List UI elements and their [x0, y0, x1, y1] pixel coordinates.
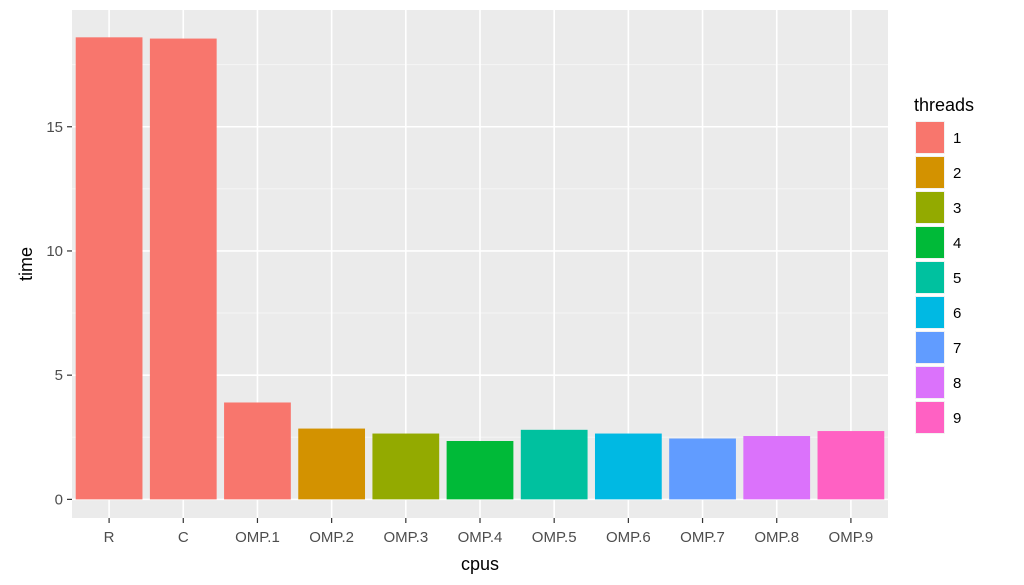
bars: [75, 37, 885, 500]
y-axis-title: time: [16, 247, 36, 281]
legend-label-7: 7: [953, 340, 961, 357]
x-tick-label: R: [104, 529, 115, 546]
bar-omp-3: [372, 433, 440, 500]
x-tick-label: OMP.7: [680, 529, 725, 546]
legend-label-4: 4: [953, 235, 961, 252]
legend-swatch-4: [916, 227, 944, 258]
x-tick-label: C: [178, 529, 189, 546]
legend-swatch-9: [916, 402, 944, 433]
bar-omp-8: [743, 436, 811, 500]
x-tick-label: OMP.3: [383, 529, 428, 546]
x-tick-label: OMP.5: [532, 529, 577, 546]
bar-r: [75, 37, 143, 500]
x-axis: R C OMP.1 OMP.2 OMP.3 OMP.4 OMP.5 OMP.6 OMP.7 OMP…: [104, 518, 874, 546]
legend-swatch-6: [916, 297, 944, 328]
legend-title: threads: [914, 95, 974, 115]
x-tick-label: OMP.6: [606, 529, 651, 546]
x-tick-label: OMP.8: [754, 529, 799, 546]
bar-omp-9: [817, 431, 885, 500]
bar-omp-1: [224, 402, 291, 500]
bar-omp-5: [520, 429, 588, 500]
bar-omp-4: [446, 440, 514, 500]
legend-swatch-2: [916, 157, 944, 188]
bar-c: [149, 38, 217, 500]
legend-swatch-5: [916, 262, 944, 293]
x-tick-label: OMP.1: [235, 529, 280, 546]
legend-label-6: 6: [953, 305, 961, 322]
legend-label-9: 9: [953, 410, 961, 427]
bar-omp-7: [669, 438, 736, 500]
x-tick-label: OMP.2: [309, 529, 354, 546]
y-axis: 0 5 10 15: [46, 119, 72, 508]
y-tick-label: 0: [55, 491, 63, 508]
legend-label-1: 1: [953, 130, 961, 147]
legend-swatch-3: [916, 192, 944, 223]
bar-omp-2: [298, 428, 366, 500]
legend-label-3: 3: [953, 200, 961, 217]
x-tick-label: OMP.9: [829, 529, 874, 546]
bar-omp-6: [594, 433, 662, 500]
legend-label-8: 8: [953, 375, 961, 392]
legend: threads 1 2 3 4 5 6 7 8 9: [914, 95, 974, 434]
y-tick-label: 10: [46, 243, 63, 260]
legend-swatch-7: [916, 332, 944, 363]
x-axis-title: cpus: [461, 554, 499, 574]
y-tick-label: 15: [46, 119, 63, 136]
legend-swatch-8: [916, 367, 944, 398]
legend-swatch-1: [916, 122, 944, 153]
legend-label-2: 2: [953, 165, 961, 182]
y-tick-label: 5: [55, 367, 63, 384]
legend-label-5: 5: [953, 270, 961, 287]
x-tick-label: OMP.4: [458, 529, 503, 546]
